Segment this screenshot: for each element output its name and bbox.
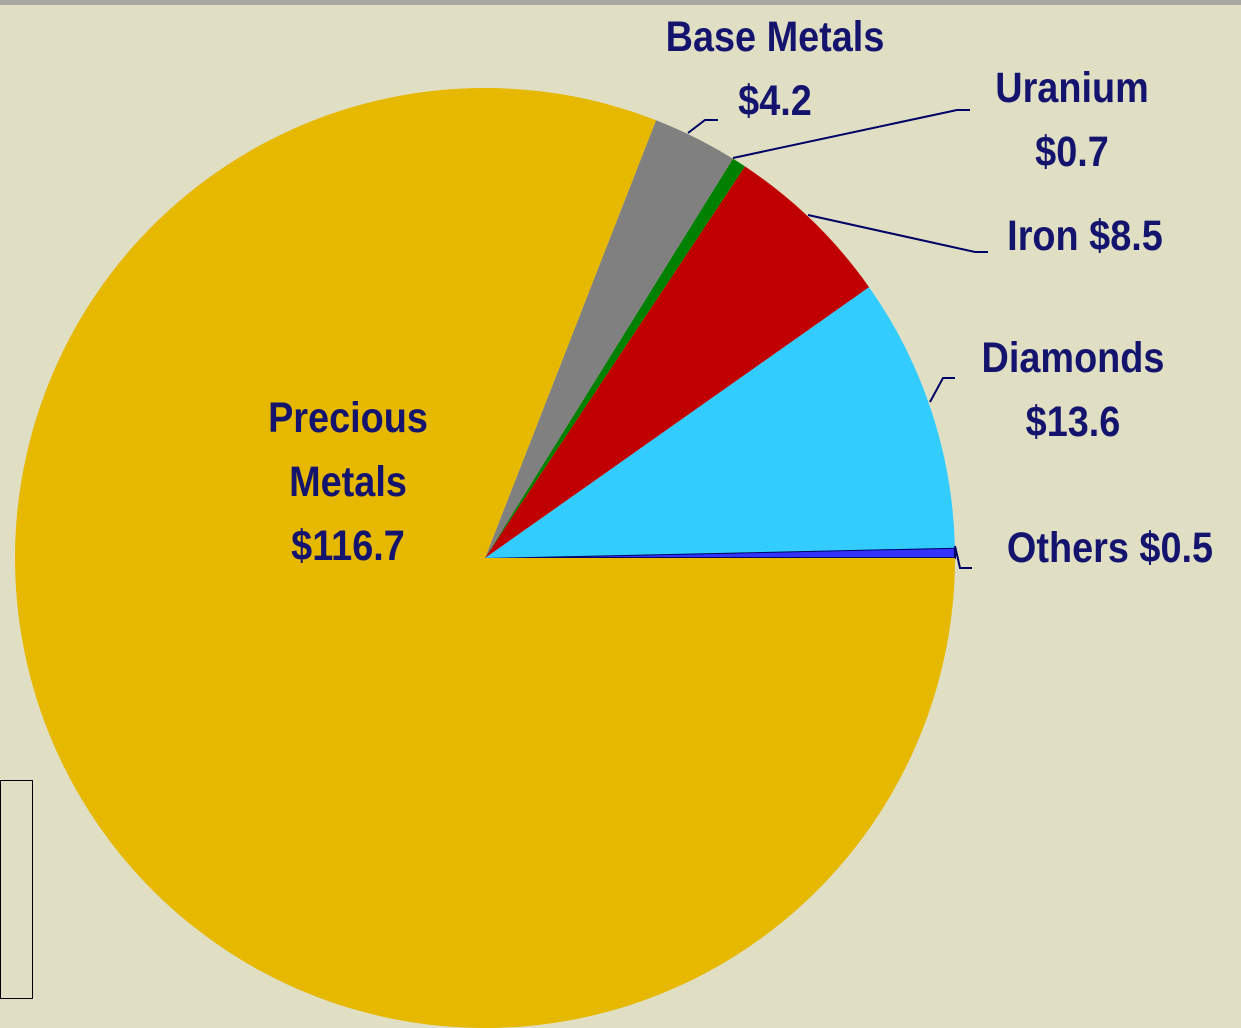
pie-slice — [485, 287, 955, 558]
category-label: Precious Metals — [268, 394, 428, 506]
leader-line — [954, 545, 972, 569]
frame-fragment — [0, 780, 33, 999]
category-label: Others — [1006, 524, 1129, 572]
value-label: $0.7 — [1035, 128, 1109, 176]
slice-label: Precious Metals $116.7 — [251, 386, 445, 578]
category-label: Iron — [1007, 212, 1079, 260]
value-label: $0.5 — [1139, 524, 1214, 572]
pie-slice — [485, 120, 733, 558]
slice-label: Base Metals $4.2 — [666, 5, 885, 133]
slice-label: Diamonds $13.6 — [982, 326, 1165, 454]
category-label: Diamonds — [981, 334, 1165, 382]
value-label: $8.5 — [1089, 212, 1163, 260]
slice-label: Uranium $0.7 — [995, 56, 1148, 184]
slice-label: Others $0.5 — [1007, 516, 1213, 580]
pie-slice — [485, 158, 745, 558]
leader-line — [929, 377, 955, 403]
leader-line — [732, 109, 970, 159]
value-label: $13.6 — [1025, 398, 1121, 446]
category-label: Base Metals — [665, 13, 885, 61]
value-label: $116.7 — [291, 522, 405, 570]
leader-line — [807, 214, 988, 253]
slice-label: Iron $8.5 — [1007, 204, 1163, 268]
top-bar — [0, 0, 1241, 5]
pie-slice — [485, 166, 870, 558]
leader-line — [687, 119, 718, 134]
pie-slice — [14, 87, 955, 1028]
category-label: Uranium — [995, 64, 1149, 112]
value-label: $4.2 — [738, 77, 812, 125]
